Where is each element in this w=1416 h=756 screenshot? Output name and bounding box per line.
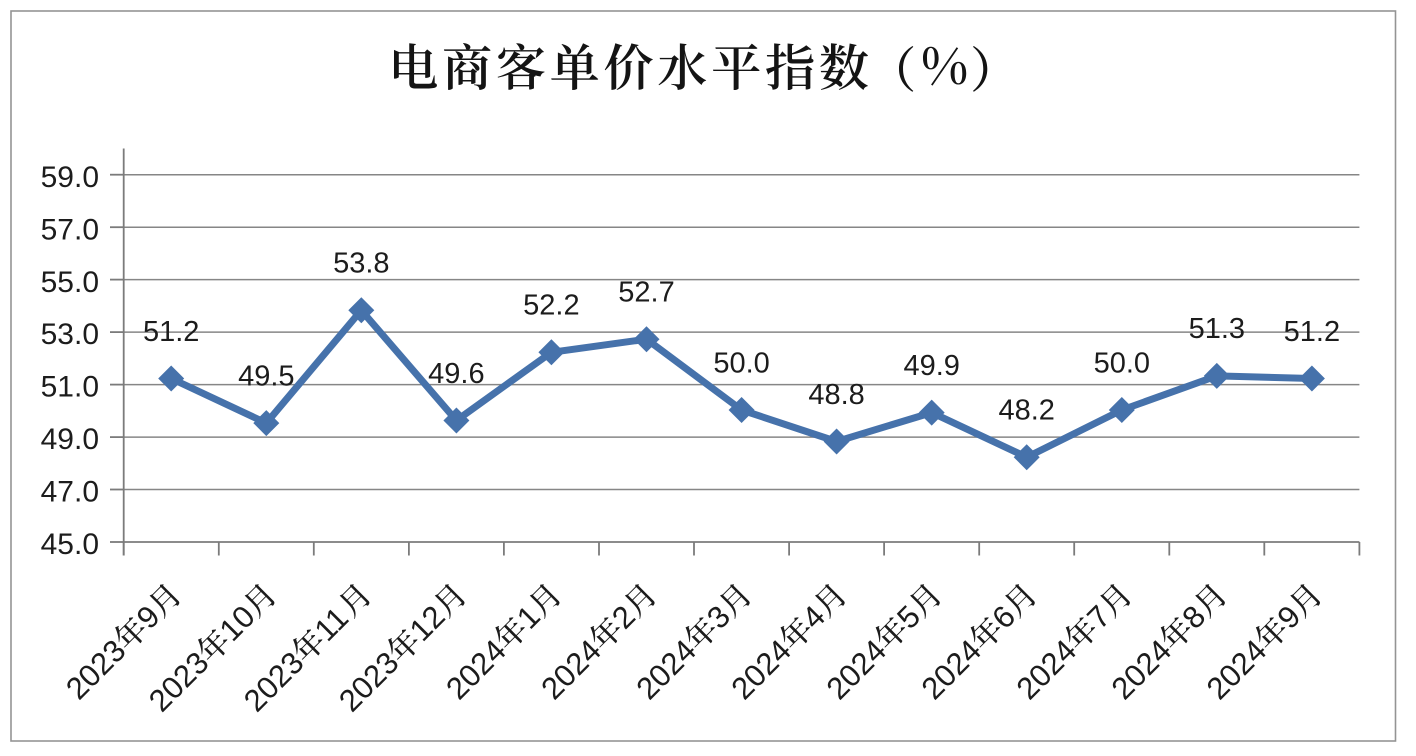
svg-text:51.0: 51.0	[41, 371, 99, 404]
svg-text:49.9: 49.9	[903, 350, 959, 382]
svg-text:50.0: 50.0	[1094, 347, 1150, 379]
svg-text:48.8: 48.8	[808, 379, 864, 411]
svg-text:49.5: 49.5	[238, 360, 294, 392]
svg-text:55.0: 55.0	[41, 266, 99, 299]
svg-text:53.0: 53.0	[41, 318, 99, 351]
svg-text:45.0: 45.0	[41, 528, 99, 561]
svg-text:49.0: 49.0	[41, 423, 99, 456]
svg-text:51.3: 51.3	[1189, 313, 1245, 345]
svg-text:52.7: 52.7	[618, 277, 674, 309]
svg-text:57.0: 57.0	[41, 213, 99, 246]
svg-text:48.2: 48.2	[998, 395, 1054, 427]
svg-text:51.2: 51.2	[1284, 316, 1340, 348]
svg-text:49.6: 49.6	[428, 358, 484, 390]
svg-text:47.0: 47.0	[41, 476, 99, 509]
svg-text:51.2: 51.2	[143, 316, 199, 348]
svg-text:59.0: 59.0	[41, 161, 99, 194]
svg-text:50.0: 50.0	[713, 347, 769, 379]
svg-text:52.2: 52.2	[523, 290, 579, 322]
svg-text:53.8: 53.8	[333, 248, 389, 280]
